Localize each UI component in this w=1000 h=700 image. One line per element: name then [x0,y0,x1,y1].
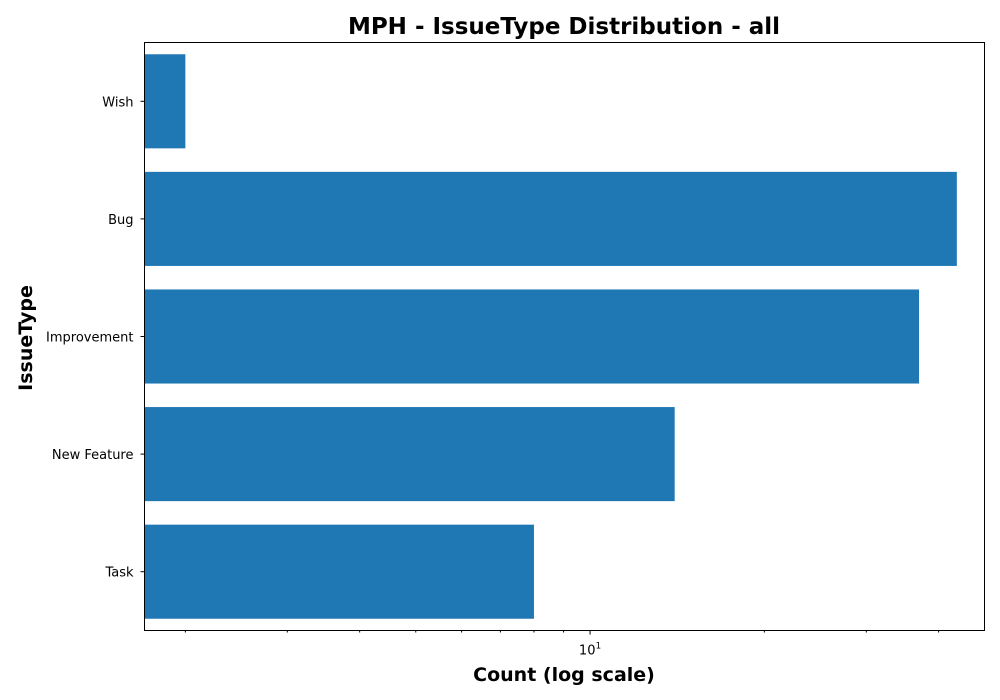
bar-task [144,524,534,619]
x-axis-ticks: 101 [184,630,940,659]
chart-title: MPH - IssueType Distribution - all [348,14,780,40]
y-tick-label-task: Task [104,566,134,581]
y-tick-label-wish: Wish [102,95,133,110]
bar-wish [144,54,186,149]
bar-new-feature [144,407,675,502]
y-axis-label: IssueType [15,285,37,391]
y-tick-label-new-feature: New Feature [52,448,134,463]
y-tick-label-bug: Bug [108,213,133,228]
x-axis-label: Count (log scale) [473,664,655,686]
bar-bug [144,171,957,266]
bar-improvement [144,289,920,384]
bars-layer [144,54,957,619]
plot-frame [144,42,985,631]
y-axis-ticks: Wish Bug Improvement New Feature Task [46,95,145,581]
x-tick-label: 101 [579,642,601,659]
y-tick-label-improvement: Improvement [46,331,133,346]
